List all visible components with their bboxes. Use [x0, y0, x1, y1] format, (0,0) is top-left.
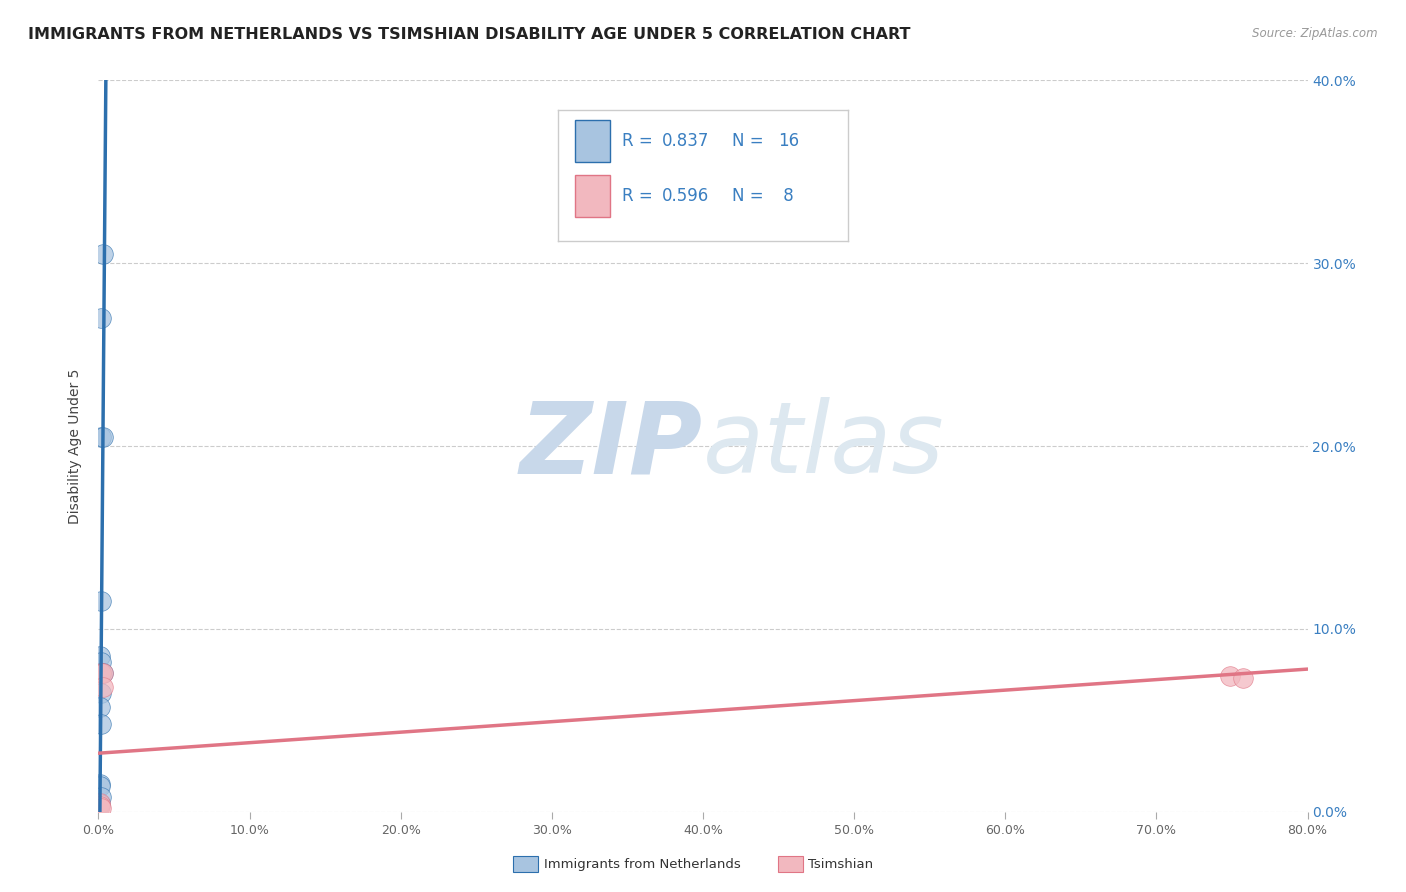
Point — [91, 665, 114, 680]
Point — [1219, 669, 1241, 683]
Text: R =: R = — [621, 187, 658, 205]
Text: Immigrants from Netherlands: Immigrants from Netherlands — [544, 858, 741, 871]
Text: 8: 8 — [779, 187, 794, 205]
Text: R =: R = — [621, 132, 658, 150]
Point — [90, 665, 112, 680]
Text: 16: 16 — [779, 132, 800, 150]
Point — [91, 247, 114, 261]
Point — [90, 655, 112, 669]
Point — [90, 430, 112, 444]
Point — [89, 700, 111, 714]
Point — [91, 430, 114, 444]
Text: N =: N = — [733, 132, 769, 150]
Point — [1232, 671, 1254, 685]
Text: ZIP: ZIP — [520, 398, 703, 494]
FancyBboxPatch shape — [575, 120, 610, 162]
Point — [89, 777, 111, 791]
Point — [90, 686, 112, 700]
Point — [89, 799, 111, 814]
Text: Tsimshian: Tsimshian — [808, 858, 873, 871]
Text: IMMIGRANTS FROM NETHERLANDS VS TSIMSHIAN DISABILITY AGE UNDER 5 CORRELATION CHAR: IMMIGRANTS FROM NETHERLANDS VS TSIMSHIAN… — [28, 27, 911, 42]
Point — [90, 801, 112, 815]
Point — [91, 681, 114, 695]
Point — [89, 649, 111, 664]
Point — [90, 790, 112, 805]
Point — [89, 797, 111, 812]
Point — [90, 594, 112, 608]
Point — [90, 310, 112, 325]
Point — [89, 779, 111, 793]
Y-axis label: Disability Age Under 5: Disability Age Under 5 — [69, 368, 83, 524]
Text: 0.596: 0.596 — [662, 187, 710, 205]
Point — [89, 796, 111, 810]
Point — [90, 665, 112, 680]
Text: 0.837: 0.837 — [662, 132, 710, 150]
FancyBboxPatch shape — [575, 176, 610, 218]
Text: Source: ZipAtlas.com: Source: ZipAtlas.com — [1253, 27, 1378, 40]
Point — [91, 665, 114, 680]
Text: N =: N = — [733, 187, 769, 205]
Point — [90, 717, 112, 731]
Text: atlas: atlas — [703, 398, 945, 494]
